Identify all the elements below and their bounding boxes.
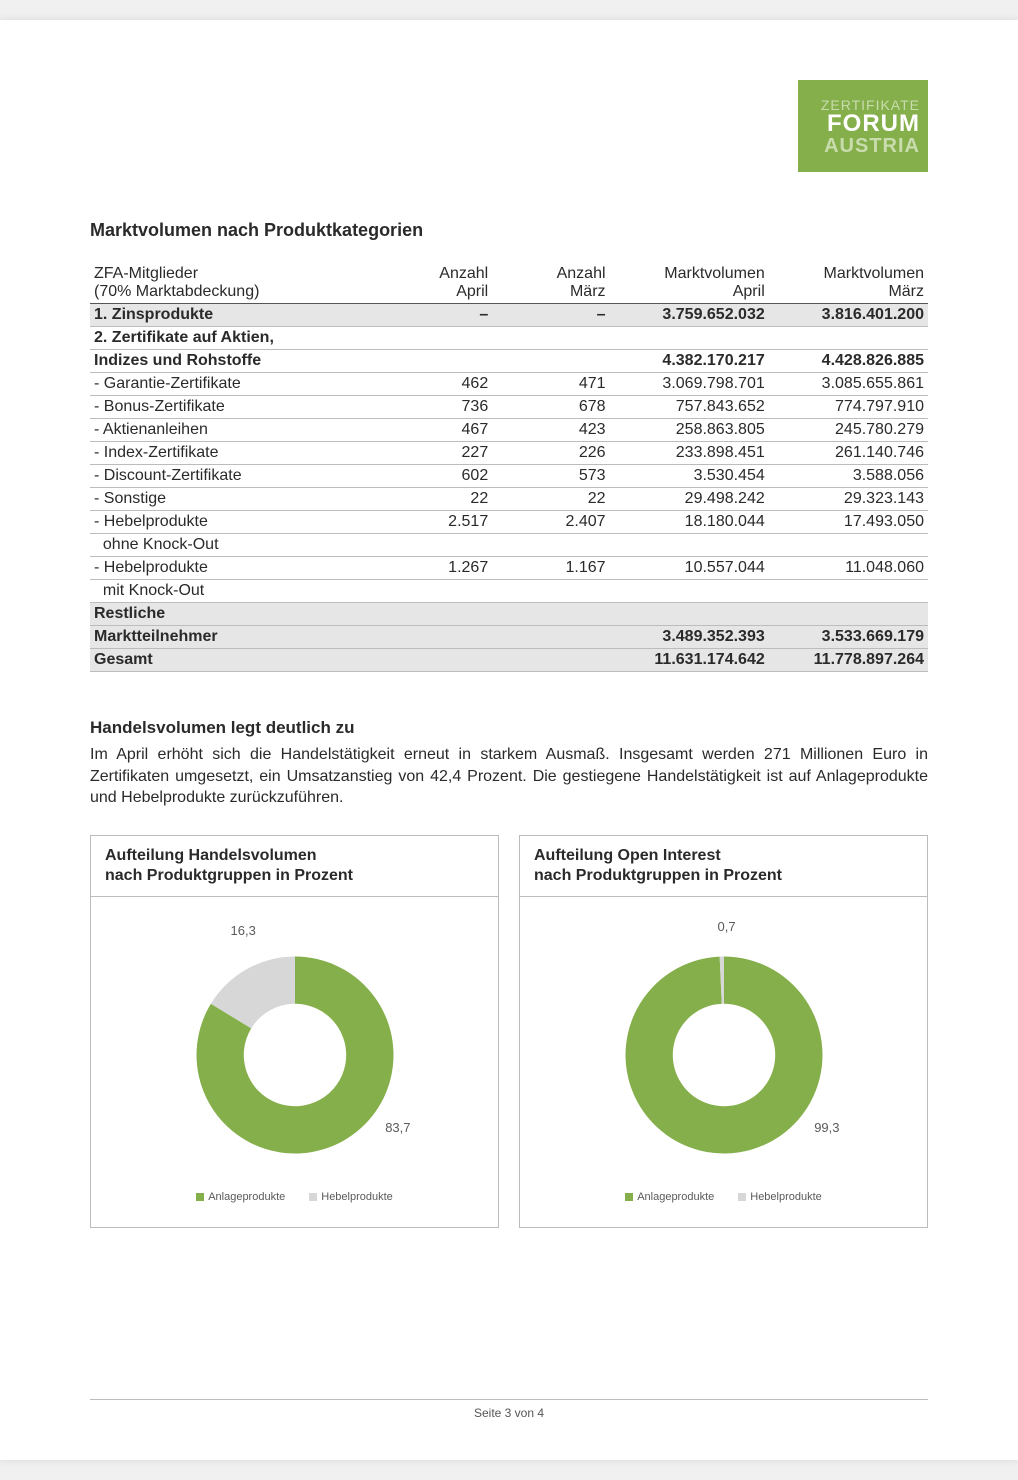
logo-line-3: AUSTRIA <box>806 136 920 156</box>
table-row: 2. Zertifikate auf Aktien, <box>90 327 928 350</box>
donut-right: 99,30,7 <box>594 925 854 1185</box>
table-row: - Hebelprodukte1.2671.16710.557.04411.04… <box>90 557 928 580</box>
legend-right: Anlageprodukte Hebelprodukte <box>625 1191 822 1203</box>
legend-anlage: Anlageprodukte <box>625 1191 714 1203</box>
charts-row: Aufteilung Handelsvolumen nach Produktgr… <box>90 835 928 1228</box>
section-title: Marktvolumen nach Produktkategorien <box>90 220 928 241</box>
chart-handelsvolumen: Aufteilung Handelsvolumen nach Produktgr… <box>90 835 499 1228</box>
chart-value-hebel: 0,7 <box>718 919 736 934</box>
table-row: - Aktienanleihen467423258.863.805245.780… <box>90 419 928 442</box>
chart-title-right: Aufteilung Open Interest nach Produktgru… <box>520 836 927 897</box>
table-row: - Garantie-Zertifikate4624713.069.798.70… <box>90 373 928 396</box>
chart-open-interest: Aufteilung Open Interest nach Produktgru… <box>519 835 928 1228</box>
table-row: Marktteilnehmer3.489.352.3933.533.669.17… <box>90 626 928 649</box>
legend-hebel: Hebelprodukte <box>738 1191 822 1203</box>
table-row: 1. Zinsprodukte––3.759.652.0323.816.401.… <box>90 304 928 327</box>
table-row: - Bonus-Zertifikate736678757.843.652774.… <box>90 396 928 419</box>
logo: ZERTIFIKATE FORUM AUSTRIA <box>798 80 928 172</box>
donut-left: 83,7 16,3 <box>165 925 425 1185</box>
chart-body-right: 99,30,7 Anlageprodukte Hebelprodukte <box>520 897 927 1227</box>
th-volumen-maerz: Marktvolumen März <box>769 263 928 304</box>
table-body: 1. Zinsprodukte––3.759.652.0323.816.401.… <box>90 304 928 672</box>
th-volumen-april: Marktvolumen April <box>610 263 769 304</box>
chart-title-left: Aufteilung Handelsvolumen nach Produktgr… <box>91 836 498 897</box>
table-row: - Sonstige222229.498.24229.323.143 <box>90 488 928 511</box>
subheading: Handelsvolumen legt deutlich zu <box>90 718 928 738</box>
market-volume-table: ZFA-Mitglieder (70% Marktabdeckung) Anza… <box>90 263 928 672</box>
table-row: - Hebelprodukte2.5172.40718.180.04417.49… <box>90 511 928 534</box>
legend-hebel: Hebelprodukte <box>309 1191 393 1203</box>
legend-left: Anlageprodukte Hebelprodukte <box>196 1191 393 1203</box>
legend-anlage: Anlageprodukte <box>196 1191 285 1203</box>
table-row: - Index-Zertifikate227226233.898.451261.… <box>90 442 928 465</box>
chart-value-anlage: 99,3 <box>814 1120 839 1135</box>
logo-line-2: FORUM <box>806 112 920 136</box>
th-anzahl-maerz: Anzahl März <box>492 263 609 304</box>
table-row: Indizes und Rohstoffe4.382.170.2174.428.… <box>90 350 928 373</box>
table-row: - Discount-Zertifikate6025733.530.4543.5… <box>90 465 928 488</box>
table-row: Gesamt11.631.174.64211.778.897.264 <box>90 649 928 672</box>
table-row: mit Knock-Out <box>90 580 928 603</box>
chart-body-left: 83,7 16,3 Anlageprodukte Hebelprodukte <box>91 897 498 1227</box>
table-row: Restliche <box>90 603 928 626</box>
page: ZERTIFIKATE FORUM AUSTRIA Marktvolumen n… <box>0 20 1018 1460</box>
table-row: ohne Knock-Out <box>90 534 928 557</box>
th-name: ZFA-Mitglieder (70% Marktabdeckung) <box>90 263 375 304</box>
th-anzahl-april: Anzahl April <box>375 263 492 304</box>
table-header-row: ZFA-Mitglieder (70% Marktabdeckung) Anza… <box>90 263 928 304</box>
page-footer: Seite 3 von 4 <box>90 1399 928 1420</box>
chart-value-anlage: 83,7 <box>385 1120 410 1135</box>
body-paragraph: Im April erhöht sich die Handelstätigkei… <box>90 744 928 809</box>
chart-value-hebel: 16,3 <box>231 923 256 938</box>
